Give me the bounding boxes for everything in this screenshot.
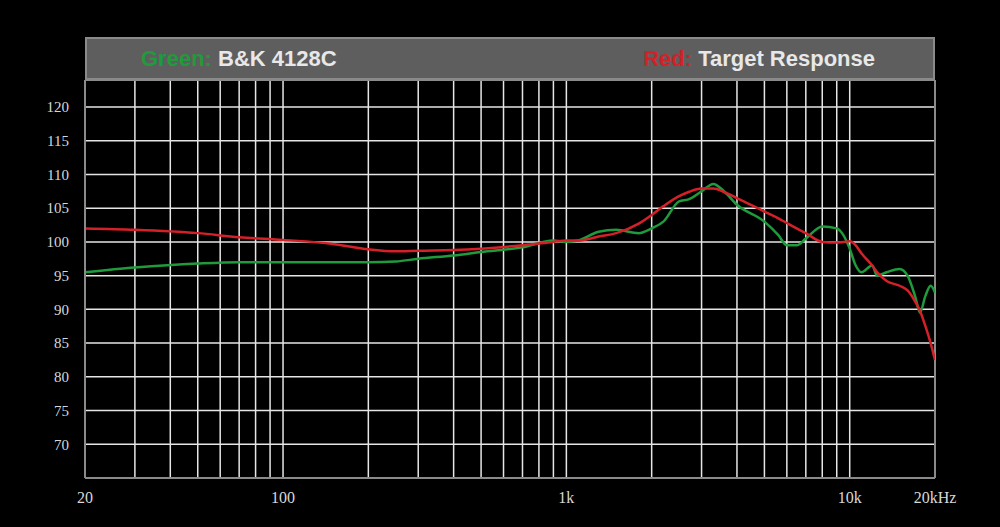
svg-text:90: 90: [54, 302, 69, 318]
svg-text:80: 80: [54, 369, 69, 385]
svg-text:10k: 10k: [838, 489, 862, 506]
svg-text:20: 20: [77, 489, 93, 506]
svg-text:75: 75: [54, 403, 69, 419]
svg-text:85: 85: [54, 335, 69, 351]
svg-text:100: 100: [47, 234, 70, 250]
html-text:Green: B&K 4128C: Green: B&K 4128C: [141, 45, 337, 71]
svg-text:20kHz: 20kHz: [914, 489, 957, 506]
svg-text:95: 95: [54, 268, 69, 284]
svg-text:100: 100: [271, 489, 295, 506]
html-text:Red: Target Response: Red: Target Response: [643, 45, 875, 71]
svg-text:115: 115: [47, 133, 69, 149]
svg-text:1k: 1k: [558, 489, 574, 506]
svg-text:70: 70: [54, 437, 69, 453]
svg-text:105: 105: [47, 200, 70, 216]
svg-text:110: 110: [47, 167, 69, 183]
svg-text:120: 120: [47, 99, 70, 115]
